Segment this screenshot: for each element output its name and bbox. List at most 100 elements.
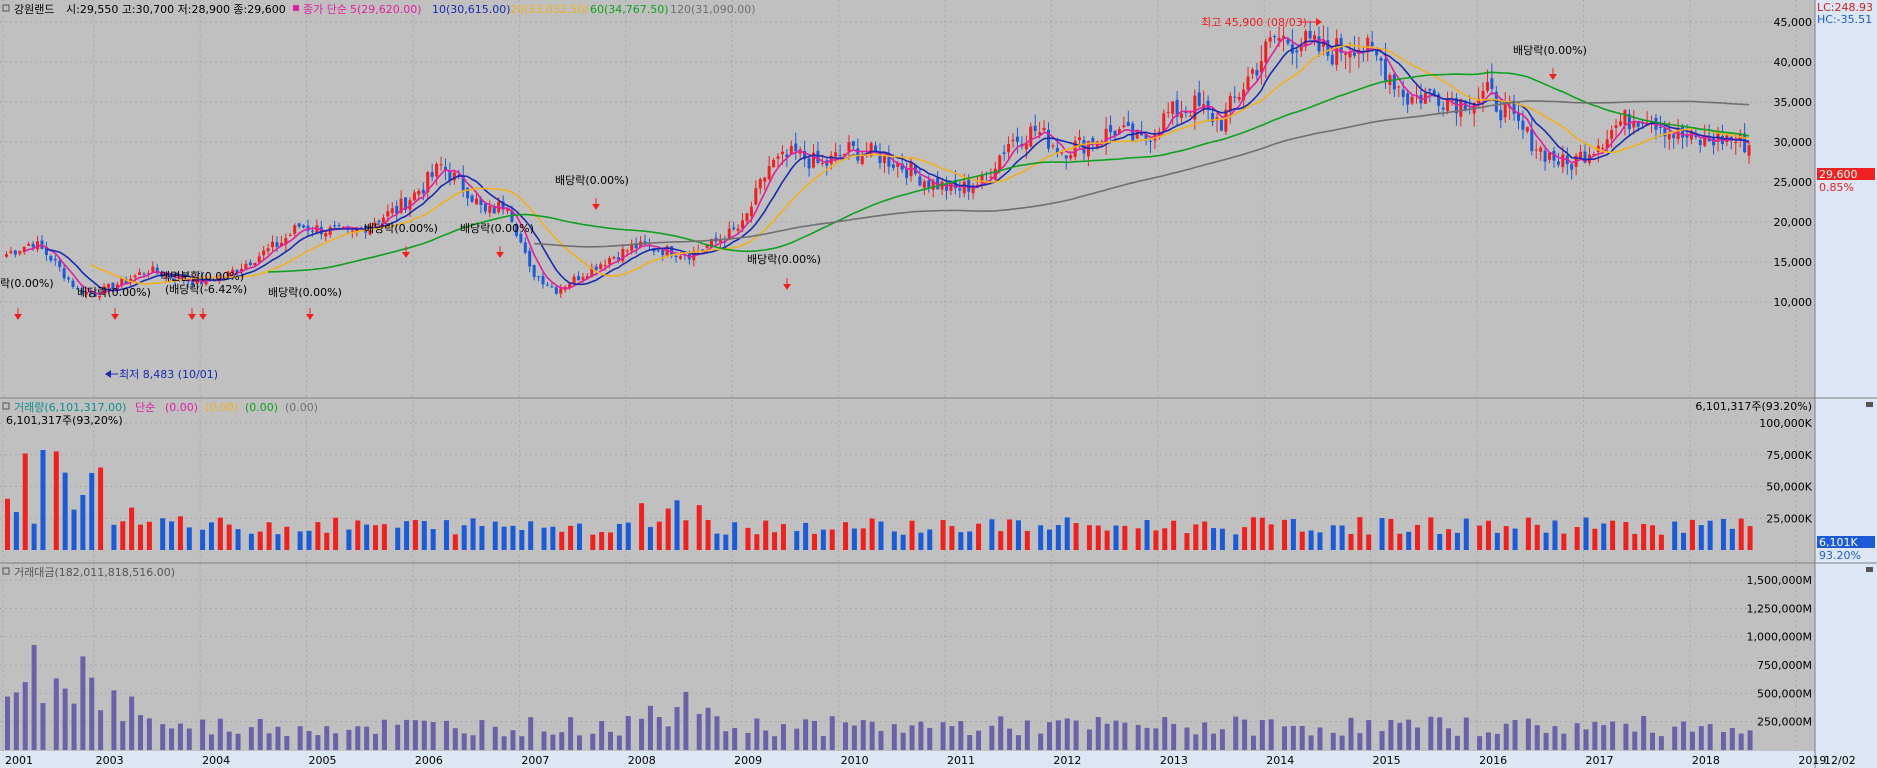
amount-bar (714, 716, 720, 750)
candle-body (240, 268, 244, 272)
amount-bar (1698, 726, 1704, 750)
candle-body (718, 240, 722, 243)
volume-bar (217, 517, 223, 550)
candle-body (971, 187, 975, 194)
candle-body (1437, 94, 1441, 106)
candle-body (1273, 36, 1277, 38)
volume-bar (395, 527, 401, 550)
candle-body (763, 177, 767, 182)
candle-body (53, 258, 57, 261)
candle-body (993, 168, 997, 180)
candle-body (945, 183, 949, 191)
amount-bar (909, 725, 915, 750)
volume-bar (1153, 530, 1159, 550)
candle-body (293, 225, 297, 234)
volume-bar (1317, 532, 1323, 550)
amount-bar (1357, 733, 1363, 750)
candle-body (226, 271, 230, 278)
candle-body (80, 289, 84, 294)
amount-bar (1454, 735, 1460, 750)
amount-bar (22, 682, 28, 750)
lc-label: LC:248.93 (1817, 1, 1873, 14)
amount-bar (1171, 723, 1177, 750)
volume-bar (1747, 526, 1753, 550)
candle-body (887, 153, 891, 167)
candle-body (1117, 129, 1121, 134)
candle-body (177, 276, 181, 281)
panel-checkbox-icon[interactable] (2, 4, 10, 12)
candle-body (1206, 100, 1210, 109)
volume-panel-close-icon[interactable] (1866, 402, 1873, 407)
candle-body (430, 172, 434, 177)
amount-bar (1574, 723, 1580, 750)
volume-bar (696, 505, 702, 550)
volume-bar (967, 531, 973, 550)
volume-bar (5, 498, 10, 550)
volume-bar (1073, 523, 1079, 550)
amount-bar (860, 720, 866, 750)
candle-body (1069, 155, 1073, 159)
volume-panel-checkbox-icon[interactable] (2, 402, 10, 410)
amount-panel-checkbox-icon[interactable] (2, 567, 10, 575)
amount-bar (1379, 731, 1385, 750)
amount-bar (421, 720, 427, 750)
amount-bar (1064, 718, 1070, 750)
candle-body (1162, 113, 1166, 132)
amount-bar (559, 732, 565, 750)
candle-body (559, 288, 563, 294)
dividend-arrowhead-icon (14, 314, 22, 320)
amount-bar (878, 731, 884, 750)
candle-body (1064, 155, 1068, 159)
candle-body (1109, 125, 1113, 133)
year-label: 2005 (309, 754, 337, 767)
amount-bar (510, 730, 516, 750)
candle-body (630, 245, 634, 251)
amount-bar (1397, 722, 1403, 750)
volume-bar (519, 530, 525, 550)
volume-bar (1104, 530, 1110, 550)
amount-tick-label: 500,000M (1757, 687, 1812, 700)
candle-body (1521, 120, 1525, 130)
volume-bar (1494, 532, 1500, 550)
candle-body (980, 174, 984, 184)
candle-body (1459, 98, 1463, 117)
amount-bar (111, 690, 117, 750)
candle-body (1681, 126, 1685, 138)
amount-bar (1086, 729, 1092, 750)
amount-bar (1610, 721, 1616, 750)
volume-bar (1415, 524, 1421, 550)
amount-panel-close-icon[interactable] (1866, 567, 1873, 572)
candle-body (1477, 98, 1481, 104)
candle-body (1406, 93, 1410, 105)
amount-bar (248, 727, 254, 750)
candle-body (780, 151, 784, 155)
candle-body (851, 141, 855, 147)
candle-body (958, 188, 962, 191)
candle-body (976, 184, 980, 186)
candle-body (346, 227, 350, 229)
current-price-tag (1817, 168, 1875, 180)
amount-bar (1650, 732, 1656, 750)
volume-bar (1707, 520, 1713, 550)
year-label: 2017 (1586, 754, 1614, 767)
candle-body (1428, 88, 1432, 91)
year-label: 2008 (628, 754, 656, 767)
candle-body (1051, 145, 1055, 147)
volume-bar (1055, 524, 1061, 550)
candle-body (1246, 76, 1250, 90)
candle-body (1383, 58, 1387, 81)
volume-bar (62, 472, 68, 550)
candle-body (767, 166, 771, 180)
amount-bar (138, 715, 144, 750)
volume-bar (186, 527, 192, 550)
amount-bar (1463, 717, 1469, 750)
candle-body (1126, 121, 1130, 127)
volume-bar (1339, 525, 1345, 550)
amount-bar (333, 733, 339, 750)
candle-body (492, 205, 496, 214)
volume-bar (647, 526, 653, 550)
amount-bar (1153, 728, 1159, 750)
candle-body (67, 277, 71, 280)
ma10-label: 10(30,615.00) (432, 3, 511, 16)
